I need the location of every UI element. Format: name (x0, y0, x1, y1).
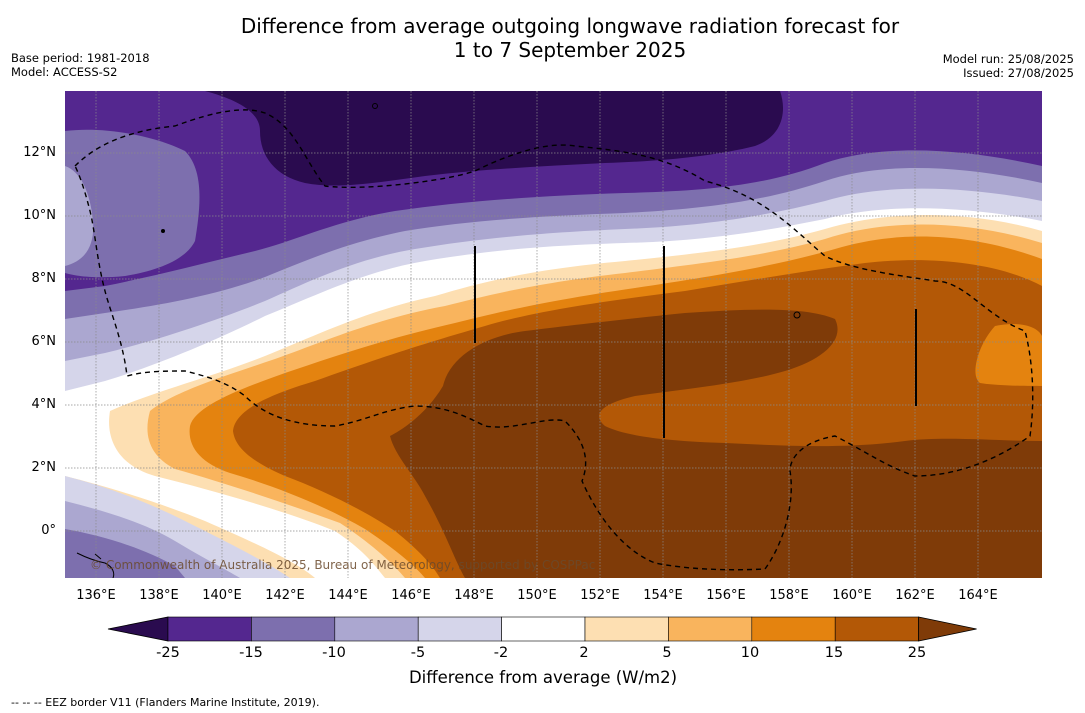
lat-label-0: 0° (41, 523, 56, 538)
lon-label-142e: 142°E (265, 588, 305, 603)
model-name: Model: ACCESS-S2 (11, 65, 118, 79)
anomaly-map-svg (65, 91, 1042, 578)
colorbar-swatch (167, 616, 252, 642)
colorbar-swatch (834, 616, 919, 642)
contour-band-pos10-east (975, 324, 1042, 386)
colorbar-swatch (584, 616, 669, 642)
anomaly-map (65, 91, 1042, 578)
copyright-notice: © Commonwealth of Australia 2025, Bureau… (90, 558, 596, 572)
colorbar-tick-pos2: 2 (579, 645, 589, 661)
contour-band-neg-light-west (65, 129, 200, 278)
colorbar-arrow-low (107, 616, 169, 642)
lon-label-144e: 144°E (328, 588, 368, 603)
lon-label-138e: 138°E (139, 588, 179, 603)
lon-label-148e: 148°E (454, 588, 494, 603)
lon-label-156e: 156°E (706, 588, 746, 603)
lon-label-158e: 158°E (769, 588, 809, 603)
lon-label-152e: 152°E (580, 588, 620, 603)
colorbar-tick-neg10: -10 (322, 645, 346, 661)
colorbar-swatch (417, 616, 502, 642)
lon-label-164e: 164°E (958, 588, 998, 603)
map-title: Difference from average outgoing longwav… (150, 14, 990, 62)
colorbar-tick-pos25: 25 (907, 645, 927, 661)
colorbar-tick-pos5: 5 (662, 645, 672, 661)
colorbar-tick-neg5: -5 (410, 645, 426, 661)
model-run: Model run: 25/08/2025 (942, 52, 1074, 66)
lat-label-12n: 12°N (23, 145, 56, 160)
eez-footnote: -- -- -- EEZ border V11 (Flanders Marine… (11, 696, 320, 709)
contour-band-pos25 (390, 309, 1042, 578)
contour-band-neg15-southwest (65, 529, 185, 578)
lon-label-162e: 162°E (895, 588, 935, 603)
lat-label-10n: 10°N (23, 208, 56, 223)
island (793, 311, 801, 319)
colorbar-tick-neg2: -2 (493, 645, 509, 661)
meta-left: Base period: 1981-2018 Model: ACCESS-S2 (11, 51, 150, 79)
colorbar-tick-neg15: -15 (239, 645, 263, 661)
colorbar-swatch (751, 616, 836, 642)
lat-label-2n: 2°N (31, 460, 57, 475)
lat-label-8n: 8°N (31, 271, 57, 286)
colorbar-tick-pos15: 15 (824, 645, 844, 661)
lon-label-150e: 150°E (517, 588, 557, 603)
island (161, 229, 165, 233)
contour-band-neg-lighter-west (65, 166, 94, 266)
meta-right: Model run: 25/08/2025 Issued: 27/08/2025 (943, 52, 1074, 80)
new-guinea-coast (76, 552, 115, 578)
lon-label-154e: 154°E (643, 588, 683, 603)
issued-date: Issued: 27/08/2025 (963, 66, 1074, 80)
lon-label-160e: 160°E (832, 588, 872, 603)
lon-label-136e: 136°E (76, 588, 116, 603)
lat-label-4n: 4°N (31, 397, 57, 412)
colorbar-swatch (668, 616, 753, 642)
island (372, 103, 378, 109)
title-line-1: Difference from average outgoing longwav… (240, 14, 900, 38)
lon-label-140e: 140°E (202, 588, 242, 603)
lat-label-6n: 6°N (31, 334, 57, 349)
colorbar-swatch (334, 616, 419, 642)
contour-band-darkest (205, 91, 784, 186)
colorbar-swatch (501, 616, 586, 642)
colorbar-arrow-high (918, 616, 977, 642)
base-period: Base period: 1981-2018 (11, 51, 150, 65)
colorbar-tick-pos10: 10 (740, 645, 760, 661)
colorbar-swatch (251, 616, 336, 642)
colorbar-tick-neg25: -25 (156, 645, 180, 661)
colorbar-label: Difference from average (W/m2) (408, 668, 678, 687)
lon-label-146e: 146°E (391, 588, 431, 603)
colorbar (107, 616, 977, 642)
title-line-2: 1 to 7 September 2025 (453, 38, 687, 62)
